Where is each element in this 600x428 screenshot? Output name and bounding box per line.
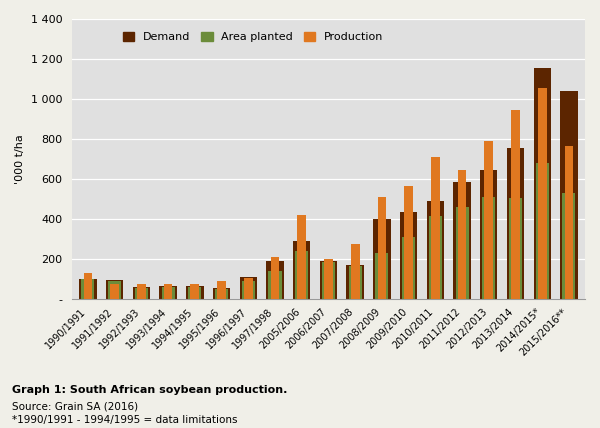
Bar [82, 279, 94, 299]
Text: Graph 1: South African soybean production.: Graph 1: South African soybean productio… [12, 385, 287, 395]
Bar [137, 284, 146, 299]
Text: *1990/1991 - 1994/1995 = data limitations: *1990/1991 - 1994/1995 = data limitation… [12, 415, 238, 425]
Bar [377, 197, 386, 299]
Bar [373, 219, 391, 299]
Bar [293, 241, 310, 299]
Bar [509, 198, 522, 299]
Bar [454, 182, 471, 299]
Bar [242, 281, 255, 299]
Bar [400, 212, 418, 299]
Bar [217, 281, 226, 299]
Bar [538, 88, 547, 299]
Bar [266, 261, 284, 299]
Bar [482, 197, 496, 299]
Bar [560, 91, 578, 299]
Bar [533, 68, 551, 299]
Bar [215, 289, 228, 299]
Bar [427, 201, 444, 299]
Bar [164, 284, 172, 299]
Bar [376, 253, 388, 299]
Bar [244, 278, 253, 299]
Bar [429, 216, 442, 299]
Bar [484, 141, 493, 299]
Bar [507, 148, 524, 299]
Bar [511, 110, 520, 299]
Bar [349, 266, 362, 299]
Bar [351, 244, 359, 299]
Bar [108, 281, 121, 299]
Bar [268, 271, 281, 299]
Bar [271, 257, 280, 299]
Text: Source: Grain SA (2016): Source: Grain SA (2016) [12, 401, 138, 411]
Bar [160, 286, 177, 299]
Bar [320, 261, 337, 299]
Bar [190, 284, 199, 299]
Y-axis label: '000 t/ha: '000 t/ha [15, 134, 25, 184]
Bar [106, 280, 124, 299]
Bar [79, 279, 97, 299]
Bar [458, 170, 466, 299]
Bar [213, 288, 230, 299]
Bar [431, 157, 440, 299]
Bar [135, 288, 148, 299]
Bar [480, 170, 497, 299]
Bar [186, 286, 203, 299]
Bar [161, 287, 175, 299]
Bar [402, 237, 415, 299]
Bar [455, 207, 469, 299]
Bar [322, 262, 335, 299]
Bar [565, 146, 574, 299]
Bar [346, 265, 364, 299]
Bar [110, 284, 119, 299]
Bar [188, 287, 202, 299]
Bar [536, 163, 549, 299]
Bar [562, 193, 575, 299]
Bar [83, 273, 92, 299]
Bar [239, 277, 257, 299]
Bar [295, 251, 308, 299]
Bar [298, 215, 306, 299]
Bar [133, 287, 150, 299]
Bar [404, 186, 413, 299]
Legend: Demand, Area planted, Production: Demand, Area planted, Production [119, 27, 388, 47]
Bar [324, 259, 333, 299]
